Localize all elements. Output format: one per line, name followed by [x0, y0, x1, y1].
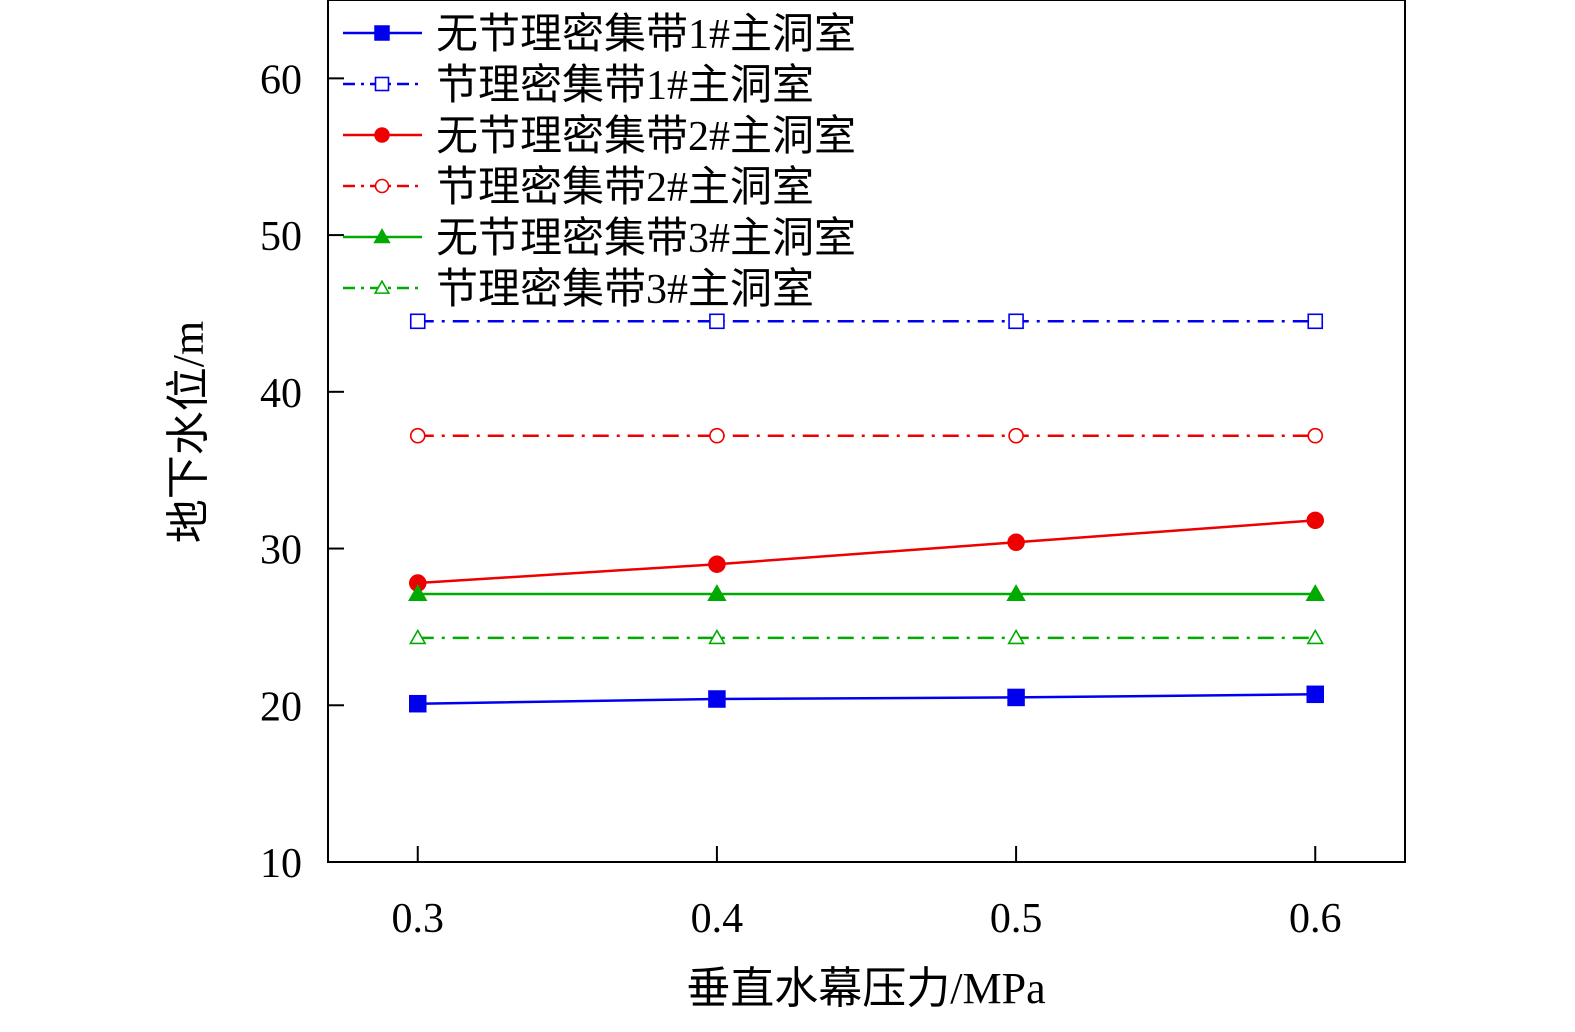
- series-4-point-0: [409, 427, 426, 444]
- series-6-point-1: [708, 628, 726, 645]
- series-3-point-1: [708, 555, 726, 573]
- y-axis-label: 地下水位/m: [164, 321, 213, 543]
- series-2-point-0: [409, 313, 426, 330]
- series-4: [409, 427, 1324, 444]
- x-tick-label-1: 0.4: [691, 896, 744, 942]
- y-tick-label-0: 10: [260, 841, 302, 887]
- legend-label-2: 节理密集带1#主洞室: [436, 62, 814, 109]
- series-5-point-3: [1305, 584, 1325, 602]
- series-3-point-3: [1306, 511, 1324, 530]
- x-axis-label: 垂直水幕压力/MPa: [686, 964, 1045, 1013]
- series-6-point-2: [1007, 628, 1025, 645]
- legend-marker-5: [373, 228, 391, 244]
- axis-layer: 10 20 30 40 50 60 0.3 0.4 0.5 0.6: [260, 57, 1342, 942]
- series-3-point-2: [1007, 533, 1025, 552]
- series-5-point-2: [1006, 584, 1026, 602]
- legend-label-6: 节理密集带3#主洞室: [436, 266, 814, 313]
- x-tick-label-0: 0.3: [392, 896, 445, 942]
- y-tick-label-2: 30: [260, 528, 302, 574]
- legend-label-1: 无节理密集带1#主洞室: [436, 11, 856, 58]
- series-1: [409, 685, 1324, 713]
- legend-marker-4: [374, 178, 390, 194]
- series-4-point-2: [1008, 427, 1024, 444]
- series-1-point-0: [409, 694, 427, 713]
- x-tick-label-2: 0.5: [990, 896, 1043, 942]
- series-3-line: [417, 519, 1316, 585]
- y-tick-label-3: 40: [260, 371, 302, 417]
- y-tick-label-1: 20: [260, 684, 302, 730]
- series-5-point-1: [707, 584, 727, 602]
- legend-label-3: 无节理密集带2#主洞室: [436, 113, 856, 160]
- series-6-point-0: [409, 628, 427, 645]
- legend-marker-6: [373, 279, 391, 294]
- series-2-point-2: [1008, 313, 1024, 330]
- y-tick-label-5: 60: [260, 57, 302, 103]
- plot-frame: [327, 0, 1406, 863]
- series-2-point-3: [1307, 313, 1324, 330]
- series-2: [409, 313, 1324, 330]
- series-5-point-0: [408, 584, 428, 602]
- series-1-line: [417, 693, 1316, 705]
- series-4-point-3: [1307, 427, 1324, 444]
- series-1-point-3: [1306, 685, 1324, 704]
- series-6-point-3: [1306, 628, 1324, 645]
- legend: 无节理密集带1#主洞室节理密集带1#主洞室无节理密集带2#主洞室节理密集带2#主…: [343, 11, 856, 313]
- series-layer: [408, 313, 1325, 713]
- y-tick-label-4: 50: [260, 214, 302, 260]
- series-3: [409, 511, 1324, 592]
- series-2-point-1: [709, 313, 725, 330]
- series-5: [408, 584, 1325, 602]
- legend-marker-3: [374, 127, 390, 143]
- legend-label-5: 无节理密集带3#主洞室: [436, 215, 856, 262]
- legend-label-4: 节理密集带2#主洞室: [436, 164, 814, 211]
- legend-marker-2: [374, 76, 390, 92]
- series-1-point-1: [708, 690, 726, 708]
- series-1-point-2: [1007, 688, 1025, 707]
- series-6: [409, 628, 1324, 645]
- legend-marker-1: [374, 25, 390, 41]
- x-tick-label-3: 0.6: [1289, 896, 1342, 942]
- series-4-point-1: [709, 427, 725, 444]
